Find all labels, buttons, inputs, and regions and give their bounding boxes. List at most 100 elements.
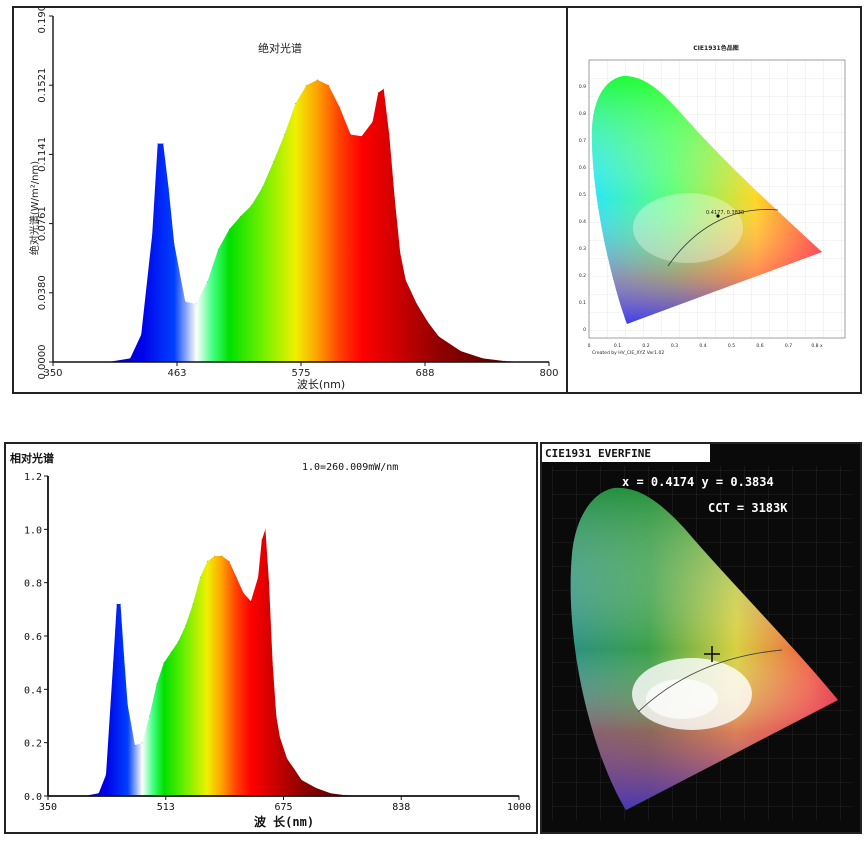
spectrum-data-point	[148, 715, 150, 717]
spectrum-data-point	[184, 301, 186, 303]
spectrum-data-point	[250, 600, 252, 602]
spectrum-data-point	[328, 84, 330, 86]
spectrum-data-point	[264, 528, 266, 530]
spectrum-data-point	[129, 357, 131, 359]
spectrum-data-point	[119, 603, 122, 605]
spectrum-data-point	[156, 683, 158, 685]
spectrum-data-point	[460, 350, 462, 352]
planckian-locus	[667, 209, 779, 267]
spectrum-data-point	[168, 188, 170, 190]
spectrum-data-point	[112, 662, 114, 664]
spectrum-data-point	[272, 662, 274, 664]
spectrum-data-point	[394, 197, 396, 199]
x-tick-label: 350	[39, 802, 57, 813]
y-tick-label: 0.1141	[37, 137, 48, 172]
spectrum-data-point	[199, 576, 201, 578]
cie-x-tick-label: 0.7	[785, 343, 792, 349]
spectrum-area	[48, 529, 519, 796]
spectrum-data-point	[217, 248, 219, 250]
cie-y-tick-label: 0.9	[579, 84, 586, 90]
relative-spectrum-panel: 350 513 675 838 1000 0.0 0.2 0.4 0.6 0.8 1.0 1.2 相对…	[4, 442, 538, 834]
x-tick-label: 838	[392, 802, 410, 813]
spectrum-data-point	[250, 204, 252, 207]
cie-y-ticks: 0.9 0.8 0.7 0.6 0.5 0.4 0.3 0.2 0.1 0	[579, 84, 586, 333]
cie-y-tick-label: 0.7	[579, 138, 586, 144]
cie-y-tick-label: 0.4	[579, 219, 586, 225]
spectrum-data-point	[134, 744, 136, 746]
cie-footer: Created by HV_CIE_XYZ Ver1.02	[592, 350, 664, 356]
spectrum-data-point	[162, 143, 164, 145]
spectrum-data-point	[293, 768, 295, 770]
x-axis-label: 波 长(nm)	[254, 814, 314, 829]
spectrum-data-point	[305, 84, 308, 86]
cie-y-tick-label: 0.2	[579, 273, 586, 279]
spectrum-data-point	[377, 92, 379, 94]
spectrum-data-point	[214, 555, 216, 557]
absolute-spectrum-chart: 350 463 575 688 800 0.0000 0.0380 0.0761 0.1141 0…	[28, 8, 559, 391]
spectrum-data-point	[151, 234, 153, 236]
y-tick-label: 0.6	[24, 632, 42, 643]
spectrum-data-point	[272, 161, 274, 163]
normalization-note: 1.0=260.009mW/nm	[302, 462, 398, 473]
spectrum-data-point	[173, 243, 175, 245]
y-tick-label: 0.0	[24, 792, 42, 803]
spectrum-data-point	[339, 106, 341, 108]
spectrum-data-point	[206, 560, 208, 562]
y-tick-label: 1.2	[24, 472, 42, 483]
cie-everfine-diagram: CIE1931 EVERFINE x = 0.4174 y = 0.3834 C…	[542, 444, 860, 832]
point-label: 0.4177, 0.3830	[706, 210, 744, 216]
spectrum-data-point	[177, 640, 179, 642]
x-axis-label: 波长(nm)	[297, 378, 345, 391]
spectrum-data-point	[239, 215, 241, 217]
spectrum-data-point	[140, 334, 142, 336]
relative-spectrum-chart: 350 513 675 838 1000 0.0 0.2 0.4 0.6 0.8 1.0 1.2 相对…	[10, 451, 531, 829]
spectrum-data-point	[438, 335, 440, 338]
x-tick-label: 463	[167, 368, 186, 379]
spectrum-data-point	[399, 252, 401, 254]
x-tick-label: 675	[274, 802, 292, 813]
spectrum-data-point	[123, 656, 125, 658]
cie-x-tick-label: 0.8 x	[811, 343, 823, 349]
spectrum-data-point	[279, 736, 281, 738]
cie-y-tick-label: 0.5	[579, 192, 586, 198]
cie-x-tick-label: 0.4	[699, 343, 706, 349]
spectrum-data-point	[195, 303, 197, 305]
y-tick-label: 0.1901	[37, 8, 48, 34]
spectrum-data-point	[206, 281, 208, 283]
cct-value: CCT = 3183K	[708, 501, 788, 515]
y-axis-label: 绝对光谱(W/m²/nm)	[28, 161, 41, 255]
spectrum-data-point	[116, 603, 118, 605]
y-tick-label: 1.0	[24, 525, 42, 536]
spectrum-data-point	[163, 662, 165, 664]
spectrum-data-point	[416, 303, 418, 305]
spectrum-data-point	[185, 624, 187, 626]
spectrum-area	[53, 79, 549, 363]
cie-title: CIE1931 EVERFINE	[545, 447, 651, 460]
spectrum-data-point	[192, 603, 194, 605]
x-tick-label: 513	[157, 802, 175, 813]
y-tick-label: 0.0000	[37, 345, 48, 380]
absolute-spectrum-panel: 350 463 575 688 800 0.0000 0.0380 0.0761 0.1141 0…	[12, 6, 568, 394]
y-tick-label: 0.2	[24, 739, 42, 750]
x-tick-label: 688	[415, 368, 434, 379]
spectrum-data-point	[330, 792, 332, 794]
chromaticity-coords: x = 0.4174 y = 0.3834	[622, 475, 774, 489]
spectrum-data-point	[286, 758, 288, 760]
cie-x-tick-label: 0.6	[756, 343, 763, 349]
spectrum-data-point	[170, 651, 172, 653]
cie-diagram-top: CIE1931色品图 0.4177, 0.3830 0 0.1 0.2 0.3 0.4 0…	[579, 44, 846, 356]
spectrum-data-point	[98, 792, 100, 794]
spectrum-data-point	[283, 133, 286, 136]
planckian-locus	[637, 649, 783, 713]
spectrum-data-point	[405, 279, 407, 281]
cie-title: CIE1931色品图	[693, 44, 738, 52]
spectrum-data-point	[257, 576, 259, 578]
cie-y-tick-label: 0.1	[579, 300, 586, 306]
spectrum-data-point	[427, 321, 429, 323]
spectrum-data-point	[268, 582, 270, 584]
x-tick-label: 350	[43, 368, 62, 379]
y-tick-label: 0.0380	[37, 275, 48, 310]
cie-everfine-panel: CIE1931 EVERFINE x = 0.4174 y = 0.3834 C…	[540, 442, 862, 834]
cie-y-tick-label: 0.8	[579, 111, 586, 117]
spectrum-data-point	[294, 102, 297, 105]
